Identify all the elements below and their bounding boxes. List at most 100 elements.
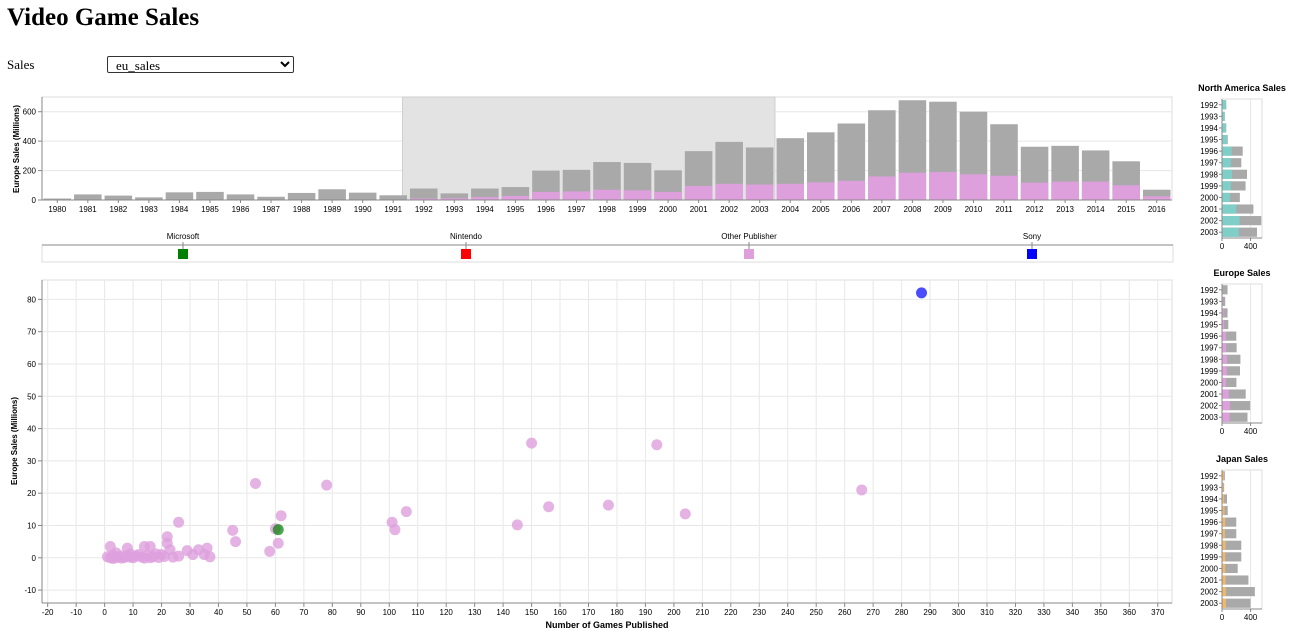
year-bar-total[interactable]	[440, 193, 469, 200]
year-bar-selected[interactable]	[807, 182, 835, 200]
year-bar-total[interactable]	[287, 192, 316, 200]
eu-sales-bar-selected[interactable]	[1222, 389, 1229, 399]
year-bar-total[interactable]	[226, 194, 255, 200]
na-sales-bar-selected[interactable]	[1222, 169, 1232, 179]
jp-sales-bar-selected[interactable]	[1222, 482, 1224, 492]
na-sales-bar-selected[interactable]	[1222, 158, 1231, 168]
year-bar-total[interactable]	[135, 197, 163, 200]
year-bar-selected[interactable]	[1112, 185, 1140, 200]
year-bar-total[interactable]	[165, 192, 194, 200]
year-bar-selected[interactable]	[990, 175, 1018, 200]
eu-sales-bar-total[interactable]	[1222, 285, 1228, 295]
na-sales-bar-total[interactable]	[1222, 227, 1257, 237]
year-bar-selected[interactable]	[593, 189, 621, 200]
eu-sales-bar-selected[interactable]	[1222, 354, 1227, 364]
na-sales-bar-selected[interactable]	[1222, 111, 1225, 121]
eu-sales-bar-selected[interactable]	[1222, 319, 1224, 330]
jp-sales-bar-selected[interactable]	[1222, 505, 1225, 516]
year-bar-selected[interactable]	[1081, 181, 1110, 200]
eu-sales-bar-selected[interactable]	[1222, 412, 1230, 422]
year-bar-total[interactable]	[471, 188, 499, 200]
jp-sales-bar-total[interactable]	[1222, 552, 1242, 562]
scatter-point[interactable]	[173, 516, 185, 528]
eu-sales-bar-total[interactable]	[1222, 412, 1248, 422]
year-bar-total[interactable]	[104, 195, 133, 200]
jp-sales-bar-selected[interactable]	[1222, 517, 1226, 527]
scatter-point[interactable]	[526, 437, 538, 449]
scatter-point[interactable]	[227, 524, 239, 536]
na-sales-bar-total[interactable]	[1222, 181, 1246, 191]
scatter-point[interactable]	[272, 524, 284, 536]
scatter-point[interactable]	[116, 552, 128, 564]
na-sales-bar-total[interactable]	[1222, 204, 1254, 214]
scatter-point[interactable]	[651, 439, 663, 451]
year-bar-selected[interactable]	[837, 180, 866, 200]
eu-sales-bar-total[interactable]	[1222, 377, 1237, 388]
jp-sales-bar-total[interactable]	[1222, 505, 1228, 516]
na-sales-bar-total[interactable]	[1222, 192, 1240, 203]
na-sales-bar-selected[interactable]	[1222, 146, 1232, 156]
jp-sales-bar-selected[interactable]	[1222, 529, 1225, 539]
scatter-point[interactable]	[187, 549, 199, 561]
scatter-point[interactable]	[264, 545, 276, 557]
jp-sales-bar-selected[interactable]	[1222, 552, 1226, 562]
eu-sales-bar-selected[interactable]	[1222, 343, 1227, 353]
scatter-point[interactable]	[167, 551, 179, 563]
year-bar-total[interactable]	[348, 192, 377, 200]
jp-sales-bar-selected[interactable]	[1222, 563, 1226, 574]
year-bar-selected[interactable]	[532, 191, 560, 200]
sales-select[interactable]: eu_sales	[107, 56, 294, 73]
scatter-point[interactable]	[856, 484, 868, 496]
jp-sales-bar-selected[interactable]	[1222, 575, 1226, 585]
publisher-legend-swatch[interactable]	[461, 249, 471, 259]
jp-sales-bar-selected[interactable]	[1222, 471, 1224, 481]
year-bar-selected[interactable]	[929, 172, 957, 200]
eu-sales-bar-total[interactable]	[1222, 343, 1237, 353]
jp-sales-bar-total[interactable]	[1222, 587, 1255, 597]
scatter-point[interactable]	[249, 477, 261, 489]
jp-sales-bar-total[interactable]	[1222, 563, 1238, 574]
na-sales-bar-total[interactable]	[1222, 158, 1242, 168]
scatter-point[interactable]	[272, 537, 284, 549]
year-bar-selected[interactable]	[1020, 182, 1049, 200]
year-bar-selected[interactable]	[776, 183, 805, 200]
na-sales-bar-selected[interactable]	[1222, 216, 1240, 226]
scatter-point[interactable]	[511, 519, 523, 531]
year-bar-selected[interactable]	[898, 172, 927, 200]
scatter-point[interactable]	[389, 524, 401, 536]
year-bar-total[interactable]	[196, 191, 224, 200]
jp-sales-bar-total[interactable]	[1222, 494, 1227, 504]
year-bar-total[interactable]	[379, 195, 407, 200]
scatter-point[interactable]	[400, 506, 412, 518]
scatter-point[interactable]	[144, 540, 156, 552]
na-sales-bar-total[interactable]	[1222, 216, 1262, 226]
na-sales-bar-selected[interactable]	[1222, 134, 1227, 145]
na-sales-bar-selected[interactable]	[1222, 100, 1226, 110]
scatter-point[interactable]	[138, 552, 150, 564]
na-sales-bar-total[interactable]	[1222, 169, 1247, 179]
eu-sales-bar-selected[interactable]	[1222, 401, 1230, 411]
jp-sales-bar-selected[interactable]	[1222, 598, 1226, 608]
year-bar-selected[interactable]	[562, 191, 591, 200]
year-bar-selected[interactable]	[959, 174, 988, 200]
year-bar-total[interactable]	[257, 196, 285, 200]
year-bar-total[interactable]	[409, 188, 438, 200]
publisher-legend-swatch[interactable]	[178, 249, 188, 259]
eu-sales-bar-selected[interactable]	[1222, 377, 1226, 388]
year-bar-selected[interactable]	[715, 183, 743, 200]
scatter-point[interactable]	[916, 287, 928, 299]
scatter-point[interactable]	[275, 510, 287, 522]
eu-sales-bar-total[interactable]	[1222, 319, 1229, 330]
jp-sales-bar-selected[interactable]	[1222, 540, 1226, 550]
jp-sales-bar-total[interactable]	[1222, 598, 1251, 608]
year-bar-selected[interactable]	[501, 195, 530, 200]
eu-sales-bar-total[interactable]	[1222, 296, 1226, 306]
year-bar-selected[interactable]	[409, 198, 438, 200]
jp-sales-bar-selected[interactable]	[1222, 494, 1225, 504]
eu-sales-bar-selected[interactable]	[1222, 366, 1227, 376]
year-bar-selected[interactable]	[471, 197, 499, 200]
scatter-point[interactable]	[124, 551, 136, 563]
jp-sales-bar-selected[interactable]	[1222, 587, 1226, 597]
year-bar-selected[interactable]	[1051, 181, 1079, 200]
eu-sales-bar-selected[interactable]	[1222, 308, 1224, 318]
